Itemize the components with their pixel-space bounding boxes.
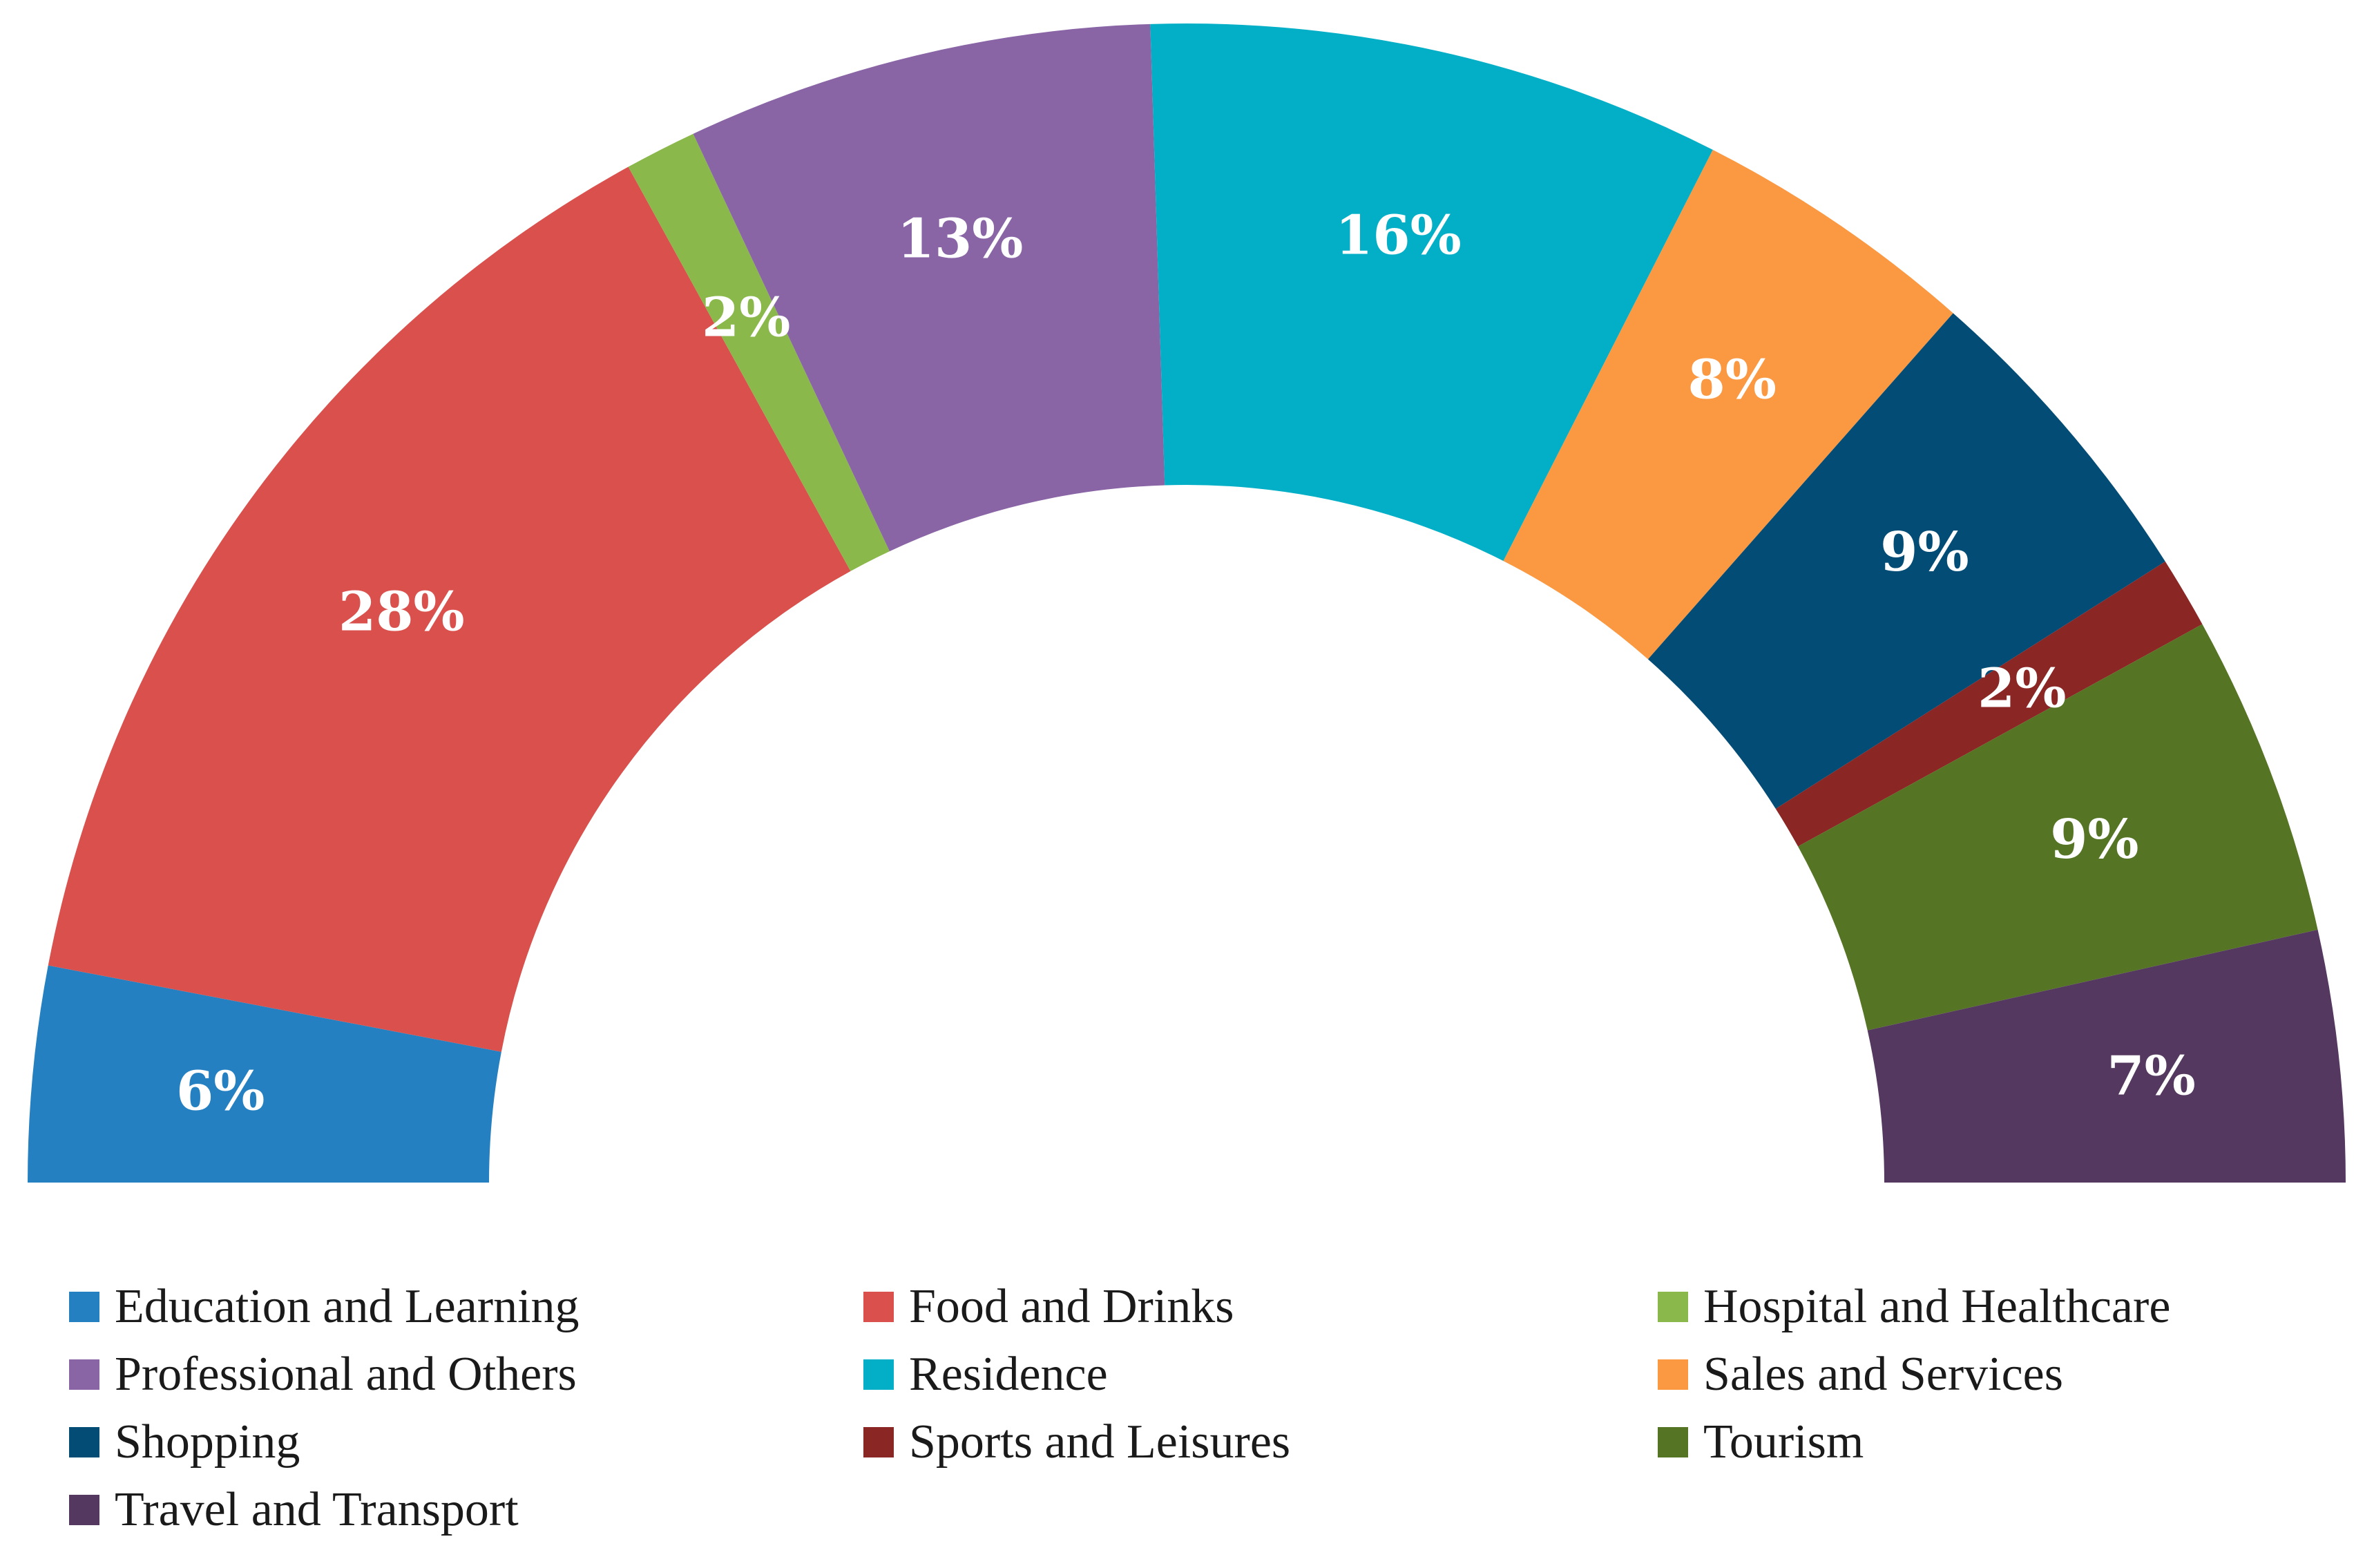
legend-swatch [69,1292,99,1322]
legend-item: Shopping [69,1413,863,1471]
legend-label: Sports and Leisures [909,1415,1291,1469]
legend-item: Tourism [1658,1413,2348,1471]
legend-item: Residence [863,1346,1658,1404]
data-label-travel-and-transport: 7% [2107,1044,2195,1107]
slice-hospital-and-healthcare [628,133,890,571]
legend-label: Sales and Services [1703,1348,2063,1401]
legend-item: Sports and Leisures [863,1413,1658,1471]
legend-label: Tourism [1703,1415,1864,1469]
chart-legend: Education and Learning Food and Drinks Hos… [69,1278,2348,1539]
legend-item: Travel and Transport [69,1481,863,1539]
legend-swatch [1658,1292,1688,1322]
slice-residence [1150,23,1713,562]
legend-label: Shopping [115,1415,300,1469]
slice-sports-and-leisures [1775,561,2203,847]
legend-item: Education and Learning [69,1278,863,1336]
legend-item: Food and Drinks [863,1278,1658,1336]
data-label-tourism: 9% [2050,808,2138,871]
legend-item: Sales and Services [1658,1346,2348,1404]
legend-label: Education and Learning [115,1280,580,1333]
legend-label: Food and Drinks [909,1280,1234,1333]
legend-label: Travel and Transport [115,1483,519,1536]
slice-travel-and-transport [1867,929,2346,1183]
legend-swatch [863,1359,894,1390]
legend-label: Professional and Others [115,1348,577,1401]
legend-swatch [69,1495,99,1525]
data-label-residence: 16% [1335,204,1462,267]
legend-item: Professional and Others [69,1346,863,1404]
slice-sales-and-services [1503,149,1953,660]
legend-item: Hospital and Healthcare [1658,1278,2348,1336]
legend-swatch [863,1427,894,1457]
data-label-sports-and-leisures: 2% [1978,657,2066,720]
slice-shopping [1647,313,2165,809]
legend-swatch [1658,1427,1688,1457]
data-label-sales-and-services: 8% [1688,348,1777,411]
data-label-hospital-and-healthcare: 2% [702,287,790,350]
data-label-education-and-learning: 6% [176,1060,265,1122]
legend-swatch [1658,1359,1688,1390]
data-label-shopping: 9% [1880,521,1969,584]
data-label-food-and-drinks: 28% [338,581,465,644]
legend-swatch [863,1292,894,1322]
slice-education-and-learning [28,965,501,1183]
legend-label: Hospital and Healthcare [1703,1280,2171,1333]
slice-tourism [1798,624,2318,1031]
legend-swatch [69,1427,99,1457]
data-label-professional-and-others: 13% [897,207,1024,270]
slice-professional-and-others [693,23,1165,552]
legend-swatch [69,1359,99,1390]
slice-food-and-drinks [48,166,851,1052]
legend-label: Residence [909,1348,1108,1401]
